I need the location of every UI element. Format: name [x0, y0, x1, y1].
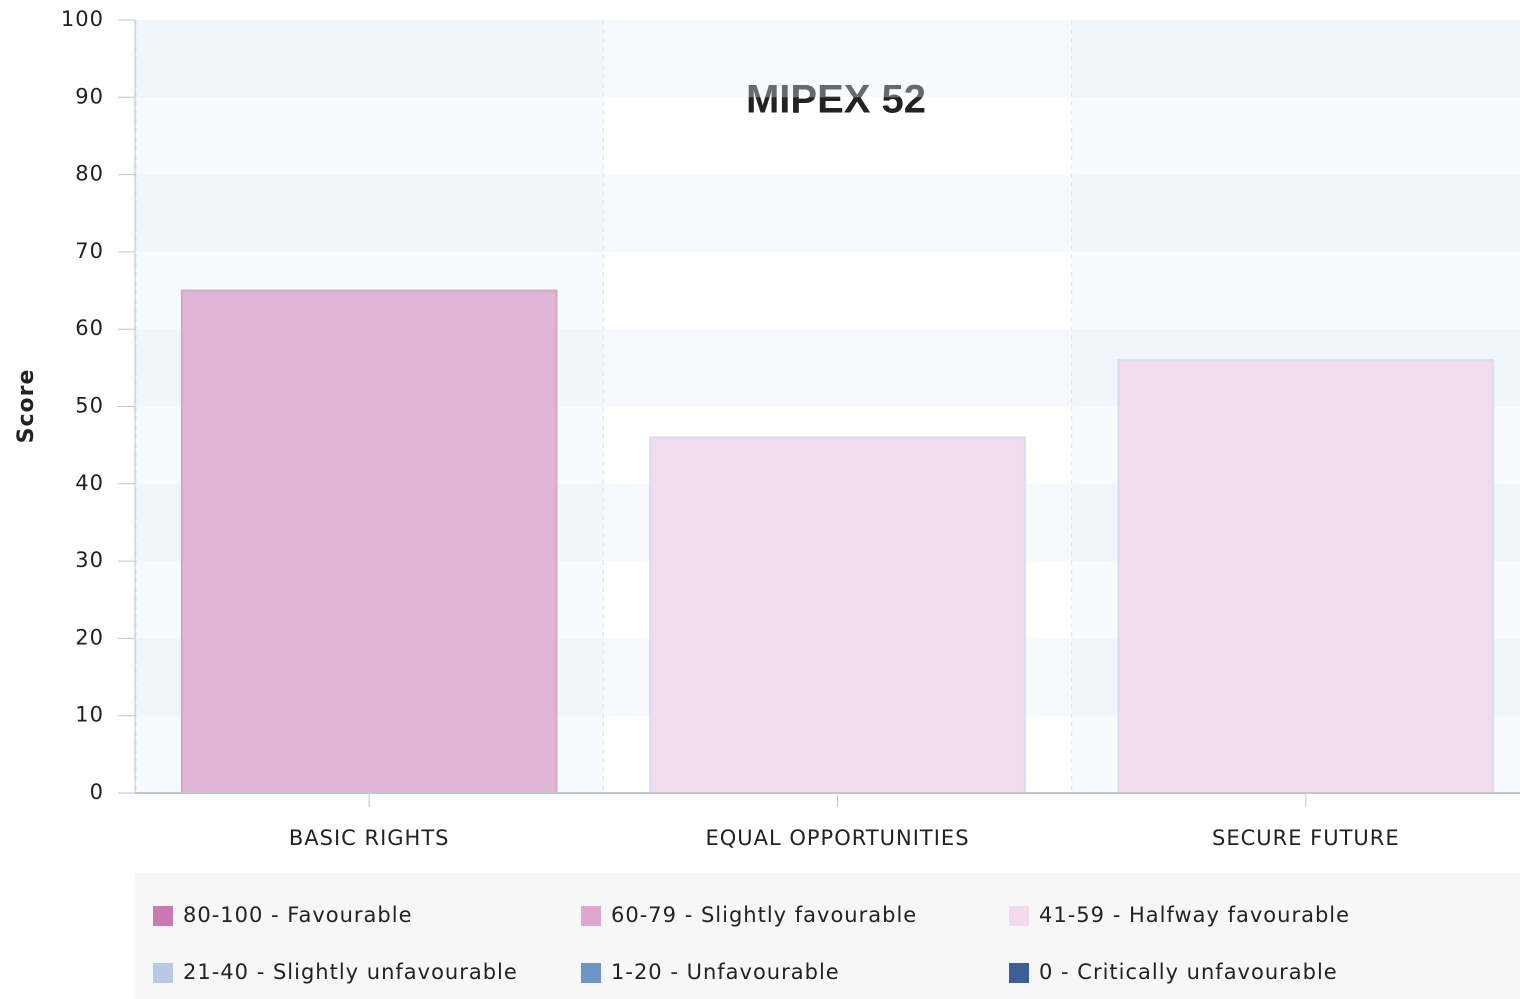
y-tick-label: 0 — [90, 780, 104, 804]
y-axis-label: Score — [14, 369, 39, 444]
plot-stripe — [135, 174, 1520, 252]
y-tick-label: 60 — [75, 316, 104, 340]
legend-label: 21-40 - Slightly unfavourable — [183, 960, 518, 984]
legend-label: 60-79 - Slightly favourable — [611, 903, 917, 927]
y-tick-label: 100 — [61, 7, 104, 31]
y-tick-label: 50 — [75, 394, 104, 418]
y-tick-label: 90 — [75, 84, 104, 108]
chart-title: MIPEX 52 — [746, 78, 926, 122]
x-tick-label: BASIC RIGHTS — [289, 826, 450, 850]
legend-label: 1-20 - Unfavourable — [611, 960, 840, 984]
legend-swatch — [581, 963, 601, 983]
y-tick-label: 80 — [75, 162, 104, 186]
legend-swatch — [1009, 906, 1029, 926]
bar — [1117, 359, 1495, 794]
y-tick-label: 40 — [75, 471, 104, 495]
y-tick-label: 20 — [75, 625, 104, 649]
y-tick-label: 10 — [75, 703, 104, 727]
bar — [649, 436, 1026, 794]
legend-swatch — [1009, 963, 1029, 983]
legend-swatch — [581, 906, 601, 926]
legend-swatch — [153, 906, 173, 926]
x-tick-label: SECURE FUTURE — [1212, 826, 1400, 850]
x-tick-label: EQUAL OPPORTUNITIES — [705, 826, 969, 850]
y-tick-label: 30 — [75, 548, 104, 572]
legend-label: 0 - Critically unfavourable — [1039, 960, 1338, 984]
legend-label: 80-100 - Favourable — [183, 903, 413, 927]
plot-stripe — [135, 20, 1520, 98]
y-tick-label: 70 — [75, 239, 104, 263]
legend-box — [135, 873, 1520, 999]
legend-label: 41-59 - Halfway favourable — [1039, 903, 1350, 927]
legend-swatch — [153, 963, 173, 983]
bar — [180, 289, 558, 794]
